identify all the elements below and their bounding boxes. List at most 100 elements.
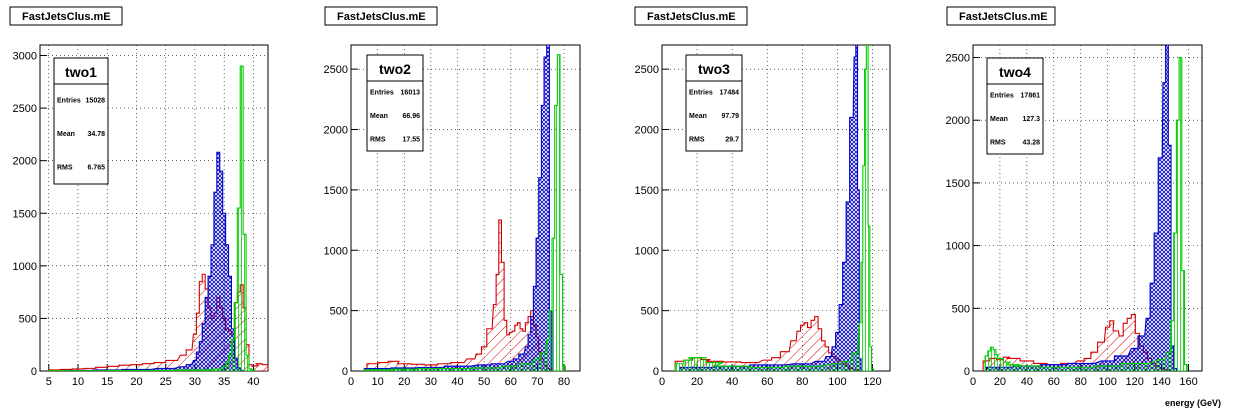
x-tick-label: 30: [425, 376, 437, 388]
x-tick-label: 60: [761, 376, 773, 388]
y-tick-label: 1000: [324, 245, 348, 257]
x-tick-label: 10: [72, 376, 84, 388]
stats-value: 34.78: [87, 131, 105, 138]
stats-value: 97.79: [721, 113, 739, 120]
x-tick-label: 5: [46, 376, 52, 388]
y-tick-label: 1500: [324, 185, 348, 197]
x-tick-label: 20: [994, 376, 1006, 388]
stats-box: [685, 54, 743, 152]
stats-box: [53, 57, 109, 185]
stats-label: RMS: [689, 136, 705, 143]
stats-name: two4: [999, 64, 1031, 80]
x-tick-label: 80: [1075, 376, 1087, 388]
y-tick-label: 2500: [635, 64, 659, 76]
x-tick-label: 0: [970, 376, 976, 388]
panel-title-box: [634, 6, 748, 26]
histogram-series-1: [363, 45, 553, 371]
stats-name: two1: [65, 64, 97, 80]
x-tick-label: 80: [558, 376, 570, 388]
x-tick-label: 40: [726, 376, 738, 388]
stats-value: 16013: [401, 90, 421, 97]
stats-name: two3: [698, 61, 730, 77]
stats-value: 127.3: [1022, 116, 1040, 123]
x-tick-label: 120: [1125, 376, 1143, 388]
panel-two1: FastJetsClus.mE 5 10 15 20 25 30 35 40 0 500 1000 15…: [9, 6, 269, 388]
panel-title: FastJetsClus.mE: [647, 11, 736, 23]
stats-box: [986, 57, 1044, 155]
stats-label: Entries: [370, 90, 394, 97]
y-tick-label: 1000: [946, 241, 970, 253]
stats-label: Entries: [57, 98, 81, 105]
y-tick-label: 3000: [13, 51, 37, 63]
x-tick-label: 40: [1021, 376, 1033, 388]
y-tick-label: 2000: [635, 125, 659, 137]
x-tick-label: 60: [1048, 376, 1060, 388]
x-tick-label: 80: [796, 376, 808, 388]
panel-title-box: [9, 6, 123, 26]
y-tick-label: 1000: [13, 261, 37, 273]
panel-title-box: [324, 6, 438, 26]
x-tick-label: 100: [1099, 376, 1117, 388]
x-tick-label: 20: [130, 376, 142, 388]
y-tick-label: 1500: [946, 178, 970, 190]
y-tick-label: 500: [19, 313, 37, 325]
stats-name: two2: [379, 61, 411, 77]
x-tick-label: 100: [828, 376, 846, 388]
y-tick-label: 2000: [324, 125, 348, 137]
x-tick-label: 120: [863, 376, 881, 388]
x-tick-label: 20: [691, 376, 703, 388]
x-tick-label: 40: [451, 376, 463, 388]
panel-two4: FastJetsClus.mE 0 20 40 60 80 100 120 140 160 0 500…: [946, 6, 1203, 388]
histogram-series-2: [363, 54, 566, 371]
y-tick-label: 2000: [13, 156, 37, 168]
x-tick-label: 40: [247, 376, 259, 388]
histogram-series-1: [678, 45, 862, 371]
stats-label: Entries: [990, 93, 1014, 100]
panel-two2: FastJetsClus.mE 0 10 20 30 40 50 60 70 80 0 500 1000…: [324, 6, 581, 388]
y-tick-label: 0: [31, 366, 37, 378]
x-tick-label: 30: [189, 376, 201, 388]
stats-value: 6.765: [87, 164, 105, 171]
y-tick-label: 2500: [946, 53, 970, 65]
stats-label: Entries: [689, 90, 713, 97]
x-tick-label: 60: [505, 376, 517, 388]
stats-value: 15028: [86, 98, 106, 105]
y-tick-label: 2000: [946, 115, 970, 127]
stats-value: 29.7: [725, 136, 739, 143]
x-tick-label: 160: [1179, 376, 1197, 388]
stats-label: RMS: [57, 164, 73, 171]
y-tick-label: 2500: [324, 64, 348, 76]
x-tick-label: 20: [398, 376, 410, 388]
x-tick-label: 70: [531, 376, 543, 388]
stats-label: Mean: [990, 116, 1008, 123]
stats-value: 66.96: [402, 113, 420, 120]
y-tick-label: 0: [653, 366, 659, 378]
x-tick-label: 0: [659, 376, 665, 388]
stats-label: RMS: [370, 136, 386, 143]
y-tick-label: 1500: [635, 185, 659, 197]
stats-value: 43.28: [1022, 139, 1040, 146]
x-tick-label: 0: [348, 376, 354, 388]
y-tick-label: 0: [964, 366, 970, 378]
stats-value: 17484: [720, 90, 740, 97]
x-tick-label: 50: [478, 376, 490, 388]
stats-label: RMS: [990, 139, 1006, 146]
stats-box: [366, 54, 424, 152]
stats-label: Mean: [57, 131, 75, 138]
x-tick-label: 35: [218, 376, 230, 388]
histogram-series-2: [984, 56, 1188, 371]
y-tick-label: 0: [342, 366, 348, 378]
stats-value: 17.55: [402, 136, 420, 143]
panel-two3: FastJetsClus.mE 0 20 40 60 80 100 120 0 500 1000 15…: [634, 6, 891, 388]
x-tick-label: 140: [1152, 376, 1170, 388]
y-tick-label: 1000: [635, 245, 659, 257]
x-axis-title: energy (GeV): [1165, 398, 1221, 408]
stats-label: Mean: [370, 113, 388, 120]
x-tick-label: 10: [372, 376, 384, 388]
y-tick-label: 500: [330, 306, 348, 318]
panel-title: FastJetsClus.mE: [22, 11, 111, 23]
panel-title: FastJetsClus.mE: [959, 11, 1048, 23]
stats-value: 17861: [1021, 93, 1041, 100]
histogram-series-2: [48, 65, 256, 371]
panel-title-box: [946, 6, 1056, 26]
